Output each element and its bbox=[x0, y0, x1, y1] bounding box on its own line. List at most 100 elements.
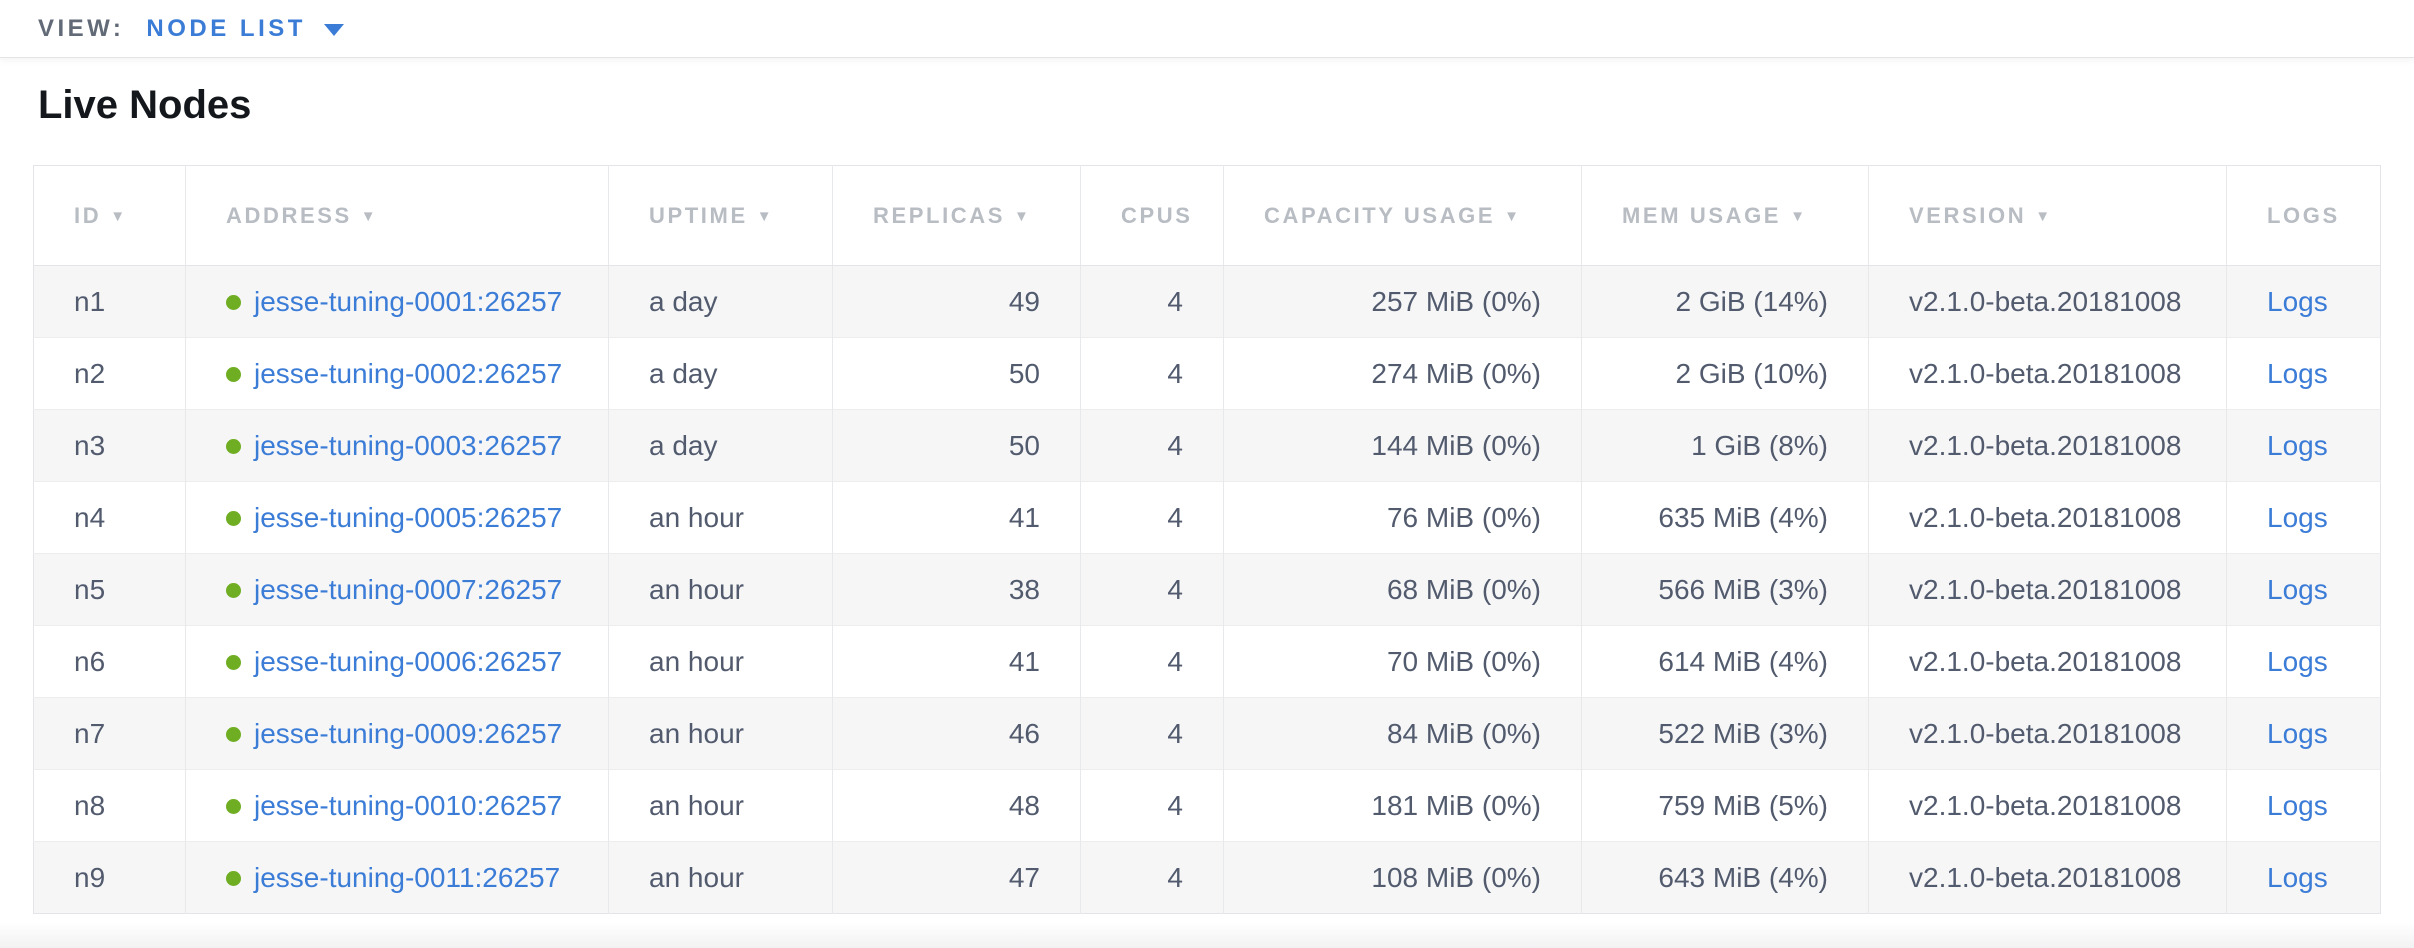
uptime-cell: a day bbox=[608, 265, 833, 338]
column-header-replicas[interactable]: REPLICAS ▼ bbox=[832, 165, 1081, 266]
capacity-usage-cell: 108 MiB (0%) bbox=[1223, 841, 1582, 914]
node-address-cell: jesse-tuning-0002:26257 bbox=[185, 337, 609, 410]
sort-desc-icon: ▼ bbox=[1014, 207, 1032, 225]
node-address-link[interactable]: jesse-tuning-0002:26257 bbox=[254, 357, 563, 389]
logs-link[interactable]: Logs bbox=[2267, 645, 2328, 677]
mem-usage-cell: 566 MiB (3%) bbox=[1581, 553, 1869, 626]
column-header-address[interactable]: ADDRESS ▼ bbox=[185, 165, 609, 266]
node-address-link[interactable]: jesse-tuning-0005:26257 bbox=[254, 501, 563, 533]
logs-cell: Logs bbox=[2227, 770, 2381, 842]
node-list-dropdown[interactable]: NODE LIST bbox=[146, 15, 344, 43]
replicas-cell: 41 bbox=[832, 481, 1081, 554]
column-header-id[interactable]: ID ▼ bbox=[33, 165, 186, 266]
node-id-cell: n6 bbox=[33, 625, 186, 698]
capacity-usage-cell: 84 MiB (0%) bbox=[1223, 697, 1582, 770]
mem-usage-cell: 614 MiB (4%) bbox=[1581, 625, 1869, 698]
node-address-cell: jesse-tuning-0007:26257 bbox=[185, 553, 609, 626]
mem-usage-cell: 522 MiB (3%) bbox=[1581, 697, 1869, 770]
node-id-cell: n3 bbox=[33, 409, 186, 482]
node-address-link[interactable]: jesse-tuning-0011:26257 bbox=[254, 861, 561, 893]
capacity-usage-cell: 70 MiB (0%) bbox=[1223, 625, 1582, 698]
sort-desc-icon: ▼ bbox=[1790, 207, 1808, 225]
replicas-cell: 38 bbox=[832, 553, 1081, 626]
node-address-link[interactable]: jesse-tuning-0001:26257 bbox=[254, 285, 563, 317]
node-address-link[interactable]: jesse-tuning-0006:26257 bbox=[254, 645, 563, 677]
healthy-status-icon bbox=[226, 294, 241, 310]
node-address-cell: jesse-tuning-0001:26257 bbox=[185, 265, 609, 338]
cpus-cell: 4 bbox=[1080, 697, 1224, 770]
page-title: Live Nodes bbox=[38, 83, 252, 127]
node-address-cell: jesse-tuning-0003:26257 bbox=[185, 409, 609, 482]
logs-link[interactable]: Logs bbox=[2267, 573, 2328, 605]
node-id-cell: n7 bbox=[33, 697, 186, 770]
capacity-usage-cell: 76 MiB (0%) bbox=[1223, 481, 1582, 554]
table-row: n3 jesse-tuning-0003:26257 a day 50 4 14… bbox=[33, 409, 2381, 482]
logs-link[interactable]: Logs bbox=[2267, 429, 2328, 461]
capacity-usage-cell: 181 MiB (0%) bbox=[1223, 769, 1582, 842]
logs-link[interactable]: Logs bbox=[2267, 789, 2328, 821]
uptime-cell: an hour bbox=[608, 841, 833, 914]
view-bar: VIEW: NODE LIST bbox=[0, 0, 2414, 58]
healthy-status-icon bbox=[226, 870, 241, 886]
column-header-uptime[interactable]: UPTIME ▼ bbox=[608, 165, 833, 266]
live-nodes-table: ID ▼ ADDRESS ▼ UPTIME ▼ REPLICAS ▼ CPUS CAPA… bbox=[33, 165, 2381, 914]
replicas-cell: 46 bbox=[832, 697, 1081, 770]
logs-link[interactable]: Logs bbox=[2267, 501, 2328, 533]
replicas-cell: 50 bbox=[832, 409, 1081, 482]
mem-usage-cell: 2 GiB (14%) bbox=[1581, 265, 1869, 338]
table-row: n5 jesse-tuning-0007:26257 an hour 38 4 … bbox=[33, 553, 2381, 626]
node-id-cell: n2 bbox=[33, 337, 186, 410]
capacity-usage-cell: 257 MiB (0%) bbox=[1223, 265, 1582, 338]
uptime-cell: an hour bbox=[608, 553, 833, 626]
version-cell: v2.1.0-beta.20181008 bbox=[1868, 337, 2227, 410]
cpus-cell: 4 bbox=[1080, 769, 1224, 842]
sort-desc-icon: ▼ bbox=[110, 207, 128, 225]
logs-link[interactable]: Logs bbox=[2267, 861, 2328, 893]
replicas-cell: 49 bbox=[832, 265, 1081, 338]
node-address-link[interactable]: jesse-tuning-0003:26257 bbox=[254, 429, 563, 461]
table-row: n8 jesse-tuning-0010:26257 an hour 48 4 … bbox=[33, 769, 2381, 842]
node-address-link[interactable]: jesse-tuning-0010:26257 bbox=[254, 789, 563, 821]
mem-usage-cell: 2 GiB (10%) bbox=[1581, 337, 1869, 410]
column-header-version[interactable]: VERSION ▼ bbox=[1868, 165, 2227, 266]
mem-usage-cell: 643 MiB (4%) bbox=[1581, 841, 1869, 914]
capacity-usage-cell: 68 MiB (0%) bbox=[1223, 553, 1582, 626]
uptime-cell: an hour bbox=[608, 769, 833, 842]
column-header-capacity-usage[interactable]: CAPACITY USAGE ▼ bbox=[1223, 165, 1582, 266]
version-cell: v2.1.0-beta.20181008 bbox=[1868, 841, 2227, 914]
logs-link[interactable]: Logs bbox=[2267, 717, 2328, 749]
uptime-cell: an hour bbox=[608, 481, 833, 554]
logs-link[interactable]: Logs bbox=[2267, 357, 2328, 389]
replicas-cell: 41 bbox=[832, 625, 1081, 698]
node-list-dropdown-value: NODE LIST bbox=[146, 14, 306, 42]
logs-cell: Logs bbox=[2227, 338, 2381, 410]
uptime-cell: an hour bbox=[608, 625, 833, 698]
version-cell: v2.1.0-beta.20181008 bbox=[1868, 481, 2227, 554]
logs-cell: Logs bbox=[2227, 410, 2381, 482]
sort-desc-icon: ▼ bbox=[2035, 207, 2053, 225]
node-address-link[interactable]: jesse-tuning-0009:26257 bbox=[254, 717, 563, 749]
healthy-status-icon bbox=[226, 798, 241, 814]
cpus-cell: 4 bbox=[1080, 553, 1224, 626]
node-id-cell: n5 bbox=[33, 553, 186, 626]
uptime-cell: an hour bbox=[608, 697, 833, 770]
uptime-cell: a day bbox=[608, 337, 833, 410]
healthy-status-icon bbox=[226, 366, 241, 382]
node-id-cell: n9 bbox=[33, 841, 186, 914]
version-cell: v2.1.0-beta.20181008 bbox=[1868, 769, 2227, 842]
node-address-link[interactable]: jesse-tuning-0007:26257 bbox=[254, 573, 563, 605]
replicas-cell: 47 bbox=[832, 841, 1081, 914]
mem-usage-cell: 635 MiB (4%) bbox=[1581, 481, 1869, 554]
uptime-cell: a day bbox=[608, 409, 833, 482]
cpus-cell: 4 bbox=[1080, 625, 1224, 698]
chevron-down-icon bbox=[323, 24, 344, 36]
replicas-cell: 50 bbox=[832, 337, 1081, 410]
version-cell: v2.1.0-beta.20181008 bbox=[1868, 553, 2227, 626]
replicas-cell: 48 bbox=[832, 769, 1081, 842]
column-header-mem-usage[interactable]: MEM USAGE ▼ bbox=[1581, 165, 1869, 266]
logs-link[interactable]: Logs bbox=[2267, 285, 2328, 317]
healthy-status-icon bbox=[226, 654, 241, 670]
cpus-cell: 4 bbox=[1080, 337, 1224, 410]
logs-cell: Logs bbox=[2227, 698, 2381, 770]
sort-desc-icon: ▼ bbox=[756, 207, 775, 225]
